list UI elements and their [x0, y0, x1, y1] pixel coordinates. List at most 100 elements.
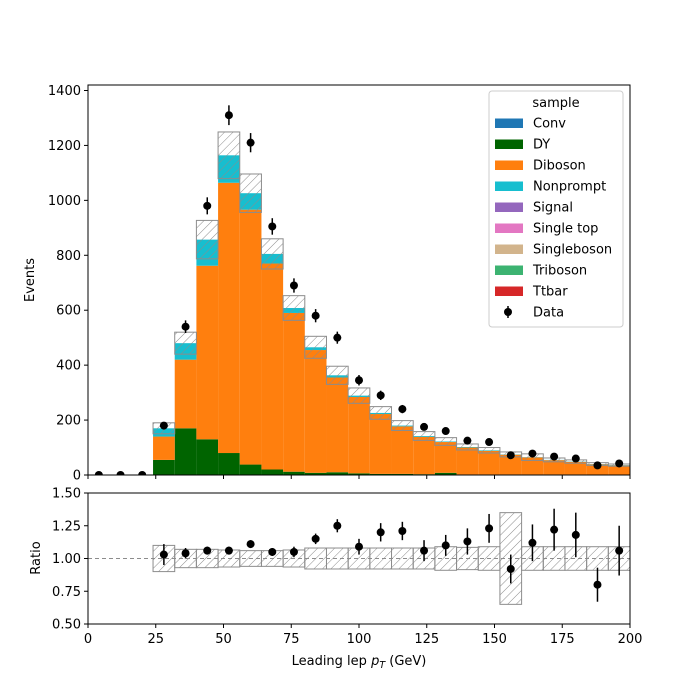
- ratio-y-tick-label: 0.50: [52, 618, 81, 633]
- bar-dy: [218, 453, 240, 475]
- y-tick-label: 1200: [48, 139, 81, 154]
- legend-label-dy: DY: [533, 138, 550, 153]
- data-point: [485, 438, 494, 447]
- uncertainty-band: [456, 443, 479, 451]
- data-point: [289, 281, 298, 290]
- legend-swatch-dy: [495, 139, 523, 149]
- bar-dy: [239, 464, 262, 475]
- bar-diboson: [499, 454, 522, 475]
- x-tick-label: 125: [414, 632, 439, 647]
- bar-diboson: [521, 457, 544, 475]
- data-point: [159, 421, 168, 430]
- legend-marker-data: [504, 308, 512, 316]
- ratio-point: [506, 564, 515, 573]
- bar-diboson: [326, 377, 349, 473]
- legend-label-diboson: Diboson: [533, 159, 586, 174]
- uncertainty-band: [391, 420, 414, 432]
- x-tick-label: 100: [347, 632, 372, 647]
- uncertainty-band: [369, 406, 393, 420]
- bar-dy: [434, 472, 457, 475]
- uncertainty-band: [434, 437, 458, 446]
- x-tick-label: 25: [147, 632, 164, 647]
- data-point: [506, 451, 515, 460]
- ratio-uncertainty-band: [391, 547, 414, 570]
- bar-dy: [174, 428, 197, 475]
- data-point: [181, 322, 190, 331]
- legend-label-conv: Conv: [533, 117, 566, 132]
- legend-label-ttbar: Ttbar: [532, 285, 568, 300]
- legend-swatch-conv: [495, 118, 523, 128]
- ratio-plot-area: [88, 508, 630, 605]
- bar-diboson: [218, 182, 240, 454]
- y-tick-label: 600: [56, 304, 81, 319]
- uncertainty-band: [412, 431, 436, 441]
- data-point: [441, 427, 450, 436]
- bar-diboson: [413, 436, 435, 475]
- bar-dy: [391, 473, 414, 475]
- bar-diboson: [304, 350, 327, 473]
- bar-dy: [283, 471, 305, 475]
- uncertainty-band: [304, 335, 327, 359]
- ratio-point: [571, 530, 580, 539]
- data-point: [224, 111, 233, 120]
- uncertainty-band: [477, 447, 501, 454]
- bar-diboson: [564, 461, 587, 475]
- data-point: [311, 311, 320, 320]
- bar-diboson: [174, 359, 197, 429]
- data-point: [246, 138, 255, 147]
- bar-dy: [153, 459, 175, 475]
- uncertainty-band: [325, 365, 349, 385]
- bar-diboson: [261, 263, 284, 470]
- legend-swatch-triboson: [495, 265, 523, 275]
- uncertainty-band: [260, 238, 284, 270]
- data-point: [355, 376, 363, 385]
- legend-title: sample: [532, 96, 579, 111]
- data-point: [420, 422, 429, 431]
- data-point: [376, 391, 385, 400]
- bar-diboson: [543, 460, 565, 475]
- ratio-point: [203, 546, 212, 555]
- uncertainty-band: [195, 219, 219, 260]
- ratio-y-tick-label: 0.75: [52, 585, 81, 600]
- data-point: [333, 333, 342, 342]
- ratio-point: [485, 524, 494, 533]
- ratio-point: [615, 546, 624, 555]
- ratio-y-axis-label: Ratio: [29, 541, 44, 574]
- ratio-point: [333, 521, 342, 530]
- legend-label-singleboson: Singleboson: [533, 243, 612, 258]
- bar-diboson: [478, 450, 500, 475]
- ratio-point: [159, 550, 168, 559]
- ratio-point: [441, 541, 450, 550]
- ratio-point: [268, 547, 277, 556]
- data-point: [116, 471, 125, 475]
- bar-diboson: [239, 209, 262, 465]
- legend-swatch-ttbar: [495, 286, 523, 296]
- bar-dy: [261, 469, 284, 475]
- data-point: [571, 454, 580, 463]
- ratio-y-axis: 0.50 0.75 1.00 1.25 1.50: [52, 487, 88, 633]
- main-panel: 0 200 400 600 800 1000 1200 1400 Events sample C…: [23, 84, 631, 484]
- bar-dy: [304, 472, 327, 475]
- main-y-axis-label: Events: [23, 258, 38, 302]
- bar-diboson: [196, 265, 219, 440]
- data-point: [94, 471, 103, 475]
- data-point: [138, 471, 147, 475]
- uncertainty-band: [239, 173, 262, 213]
- uncertainty-band: [347, 387, 371, 404]
- main-plot-area: [94, 105, 630, 475]
- ratio-uncertainty-band: [586, 546, 609, 571]
- ratio-point: [246, 540, 255, 549]
- data-point: [463, 436, 472, 445]
- bar-diboson: [391, 426, 414, 474]
- legend-label-single-top: Single top: [533, 222, 598, 237]
- uncertainty-band: [217, 131, 241, 180]
- y-tick-label: 1400: [48, 84, 81, 99]
- bar-diboson: [153, 436, 175, 460]
- y-tick-label: 400: [56, 359, 81, 374]
- x-tick-label: 175: [550, 632, 575, 647]
- ratio-point: [550, 525, 559, 534]
- ratio-point: [181, 549, 190, 558]
- legend-swatch-singleboson: [495, 244, 523, 254]
- data-point: [528, 449, 537, 458]
- uncertainty-band: [174, 331, 197, 355]
